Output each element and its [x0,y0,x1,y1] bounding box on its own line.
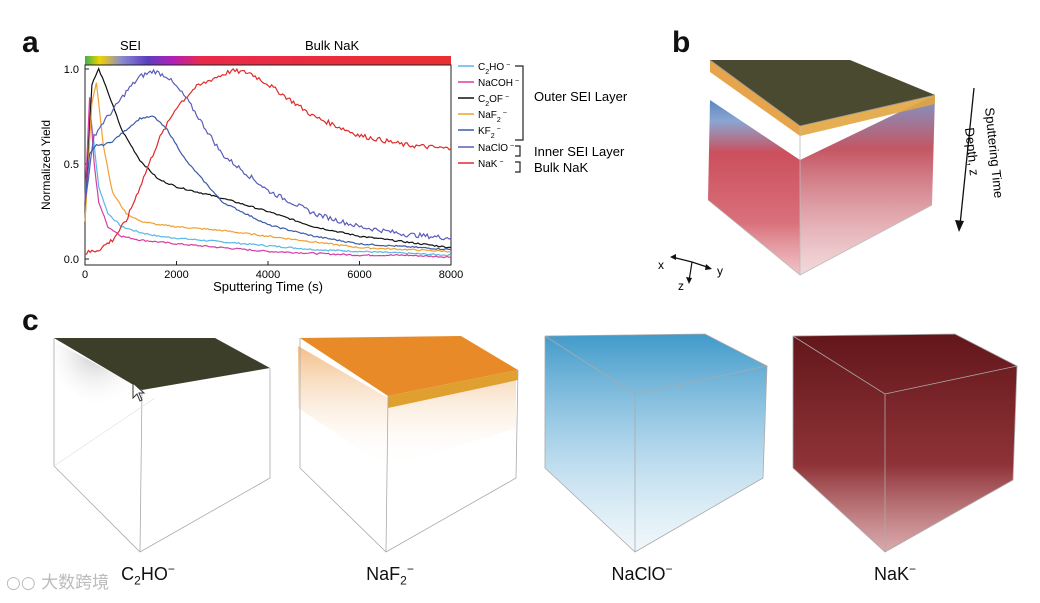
cube-c-1-edge-back [53,397,156,467]
cube-c-2-label: NaF2− [366,562,414,588]
watermark: ○○ 大数跨境 [6,568,109,593]
axis-triad: x y z [658,254,723,290]
axis-y-label: y [717,264,723,278]
legend-label-4: KF2 − [478,126,501,140]
region-label-sei: SEI [120,38,141,53]
x-tick-label-4: 8000 [439,269,463,281]
series-line-6 [84,67,452,255]
y-ticks: 0.0 0.5 1.0 [64,64,89,266]
panel-letter-a: a [22,26,39,59]
cube-b-top-rim [710,60,800,136]
legend-label-3: NaF2 − [478,110,507,124]
cube-c-4-volume [793,334,1017,552]
cube-c-1-top [54,338,270,390]
legend-label-6: NaK − [478,159,504,171]
bracket-inner [515,145,521,157]
axis-z-label: z [678,279,684,290]
cube-b-top-rim-side [800,95,935,136]
series-line-5 [84,68,452,241]
cube-b-top-face [710,60,935,126]
group-label-inner: Inner SEI Layer [534,144,625,159]
watermark-text: 大数跨境 [41,573,110,593]
region-label-bulk: Bulk NaK [305,38,360,53]
x-tick-label-2: 4000 [256,269,280,281]
series-line-0 [84,107,452,257]
legend: C2HO − NaCOH − C2OF − NaF2 − KF2 − NaClO − NaK… [458,62,519,171]
sputtering-arrowhead [955,220,964,232]
legend-label-2: C2OF − [478,94,509,108]
region-gradient-bar [85,56,451,65]
series-line-1 [84,97,452,259]
depth-label: Depth, z [962,127,982,177]
series-lines [84,66,452,259]
cube-c-3 [544,333,769,553]
legend-label-1: NaCOH − [478,78,519,90]
cube-c-1-edge-v [139,389,143,553]
legend-label-5: NaClO − [478,143,514,155]
cube-c-4-label: NaK− [873,562,917,584]
panel-letter-c: c [22,304,39,337]
mouse-cursor-icon [132,382,146,402]
cube-c-1-haze [52,340,140,438]
sputtering-arrow [959,87,975,226]
x-tick-label-3: 6000 [347,269,371,281]
y-tick-label-0: 0.0 [64,254,79,266]
cube-c-2-edge-v [385,395,389,553]
series-line-3 [84,82,452,253]
plot-frame [84,64,452,266]
y-tick-label-1: 0.5 [64,159,79,171]
cube-c-3-label: NaClO− [611,562,673,584]
y-axis-label: Normalized Yield [39,120,53,210]
cube-c-1 [52,338,271,553]
cube-c-2 [298,336,519,553]
bracket-bulk [515,161,521,173]
x-axis-label: Sputtering Time (s) [213,279,323,294]
y-tick-label-2: 1.0 [64,64,79,76]
axis-x-label: x [658,258,664,272]
bracket-outer [515,65,524,141]
sputtering-label: Sputtering Time [982,107,1006,199]
panel-letter-b: b [672,26,691,59]
cube-c-2-rim [388,370,518,408]
group-label-bulk: Bulk NaK [534,160,589,175]
watermark-logo-icon: ○○ [6,573,36,593]
cube-b-side-face [800,95,935,275]
x-tick-label-0: 0 [82,269,88,281]
cube-c-1-label: C2HO− [121,562,175,588]
cube-c-4 [792,333,1019,553]
x-ticks: 0 2000 4000 6000 8000 [82,261,463,281]
legend-label-0: C2HO − [478,62,510,76]
cube-c-3-volume [545,334,767,552]
cube-b: x y z Sputtering Time Depth, z [658,59,1006,290]
cube-c-2-haze [298,346,516,468]
series-line-4 [84,115,452,251]
series-line-2 [84,66,452,249]
chart-a: SEI Bulk NaK 0.0 0.5 1.0 0 2000 4000 6000 8000… [39,38,628,294]
x-tick-label-1: 2000 [164,269,188,281]
group-label-outer: Outer SEI Layer [534,89,628,104]
cube-c-2-top [300,336,518,396]
cube-b-front-face [708,100,800,275]
